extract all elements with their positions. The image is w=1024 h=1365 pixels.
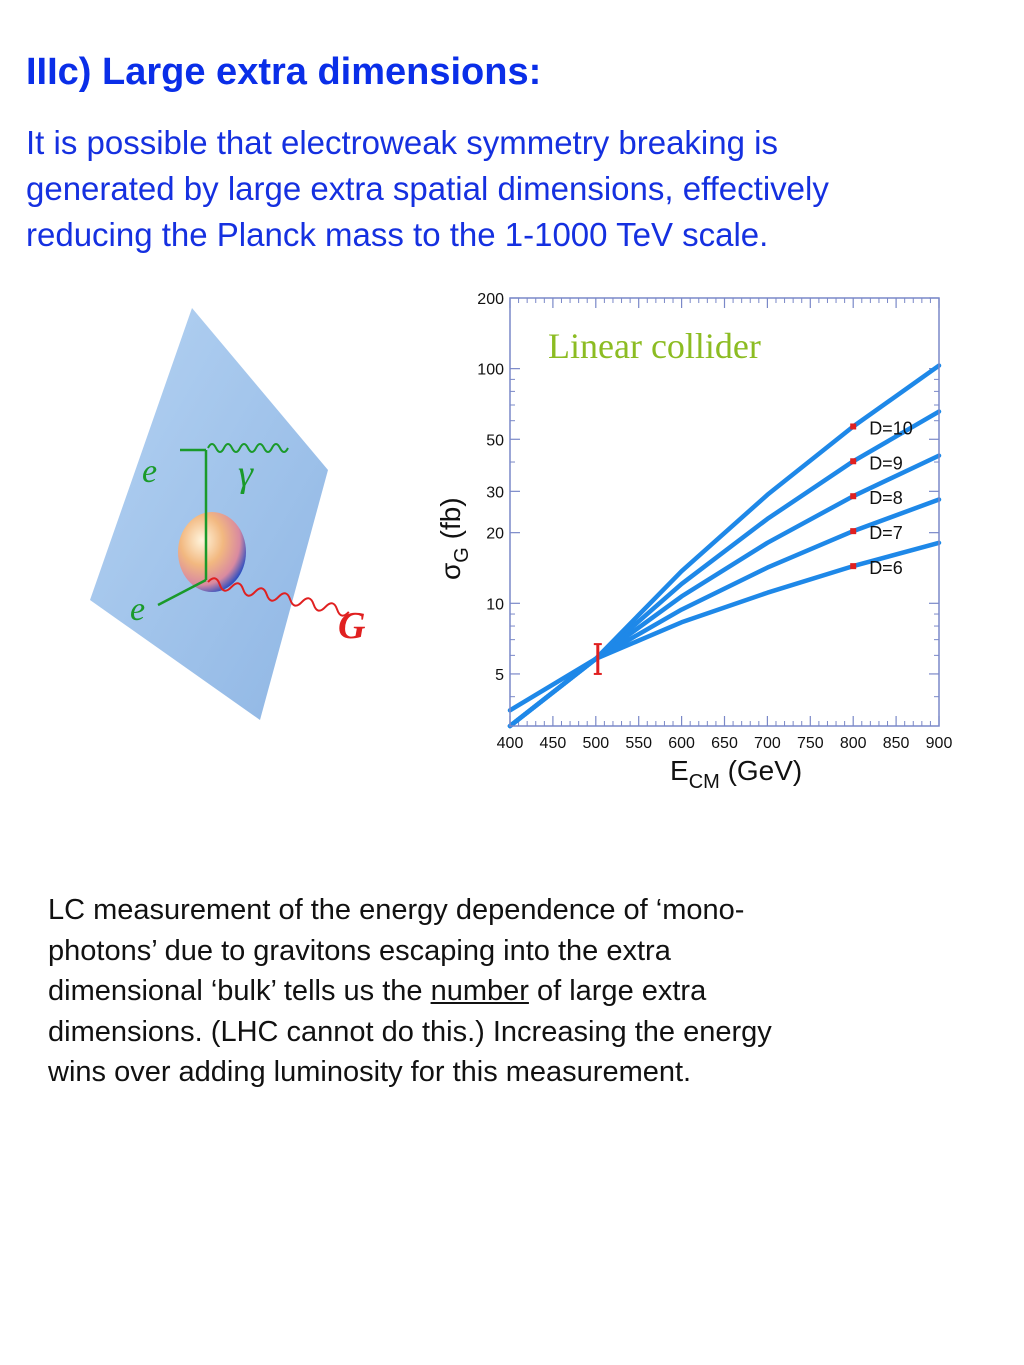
y-tick-label: 30 — [486, 484, 504, 501]
series-line — [507, 363, 942, 729]
intro-line: reducing the Planck mass to the 1-1000 T… — [26, 216, 769, 253]
intro-line: generated by large extra spatial dimensi… — [26, 170, 829, 207]
x-axis-title-main: E — [670, 755, 689, 786]
series-label: D=8 — [869, 488, 903, 508]
electron-label-bottom: e — [130, 591, 145, 628]
intro-line: It is possible that electroweak symmetry… — [26, 124, 778, 161]
y-tick-label: 5 — [495, 667, 504, 684]
y-tick-label: 50 — [486, 432, 504, 449]
y-axis-title-sub: G — [451, 547, 473, 563]
photon-label: γ — [238, 453, 254, 495]
feynman-brane-diagram: e e γ G — [90, 308, 366, 720]
data-point-marker — [850, 563, 857, 570]
caption-line: wins over adding luminosity for this mea… — [48, 1056, 692, 1088]
x-axis-title-unit: (GeV) — [720, 755, 802, 786]
caption-line: dimensions. (LHC cannot do this.) Increa… — [48, 1015, 772, 1048]
graviton-wavy-line — [207, 577, 350, 617]
plot-frame — [509, 297, 940, 727]
series-label: D=9 — [869, 453, 903, 473]
y-axis-title-unit: (fb) — [435, 497, 466, 547]
x-tick-label: 650 — [711, 735, 738, 752]
x-tick-label: 900 — [926, 735, 953, 752]
x-tick-label: 700 — [754, 735, 781, 752]
photon-wavy-line — [207, 443, 289, 453]
x-axis-title-sub: CM — [689, 771, 720, 793]
x-tick-label: 450 — [540, 735, 567, 752]
y-tick-label: 100 — [477, 362, 504, 379]
y-tick-label: 200 — [477, 291, 504, 308]
y-tick-label: 20 — [486, 526, 504, 543]
graviton-label: G — [338, 605, 366, 647]
cross-section-chart: 400 450 500 550 600 650 700 750 800 850 900 5 10 20 30… — [435, 291, 953, 793]
x-tick-label: 750 — [797, 735, 824, 752]
caption-line: dimensional ‘bulk’ tells us the number o… — [48, 971, 948, 1012]
data-point-marker — [850, 528, 857, 535]
caption-text: dimensional ‘bulk’ tells us the — [48, 975, 431, 1007]
data-point-marker — [850, 458, 857, 465]
graviton-blob — [178, 512, 246, 592]
data-point-marker — [850, 493, 857, 500]
x-tick-label: 850 — [883, 735, 910, 752]
electron-label-top: e — [142, 453, 157, 490]
x-tick-label: 500 — [582, 735, 609, 752]
data-point-marker — [850, 423, 857, 430]
caption-text: of large extra — [528, 975, 707, 1007]
chart-annotation: Linear collider — [548, 326, 761, 366]
x-axis-title: ECM (GeV) — [670, 755, 802, 793]
y-axis-title: σG (fb) — [435, 497, 473, 580]
caption-emphasis: number — [430, 975, 529, 1007]
intro-paragraph: It is possible that electroweak symmetry… — [26, 120, 986, 258]
slide-title: IIIc) Large extra dimensions: — [26, 51, 542, 93]
series-label: D=7 — [869, 523, 903, 543]
y-axis-title-main: σ — [435, 563, 466, 580]
caption-paragraph: LC measurement of the energy dependence … — [48, 890, 948, 1093]
caption-line: LC measurement of the energy dependence … — [48, 894, 745, 926]
caption-line: photons’ due to gravitons escaping into … — [48, 934, 671, 967]
y-tick-label: 10 — [486, 596, 504, 613]
x-tick-label: 600 — [668, 735, 695, 752]
x-tick-label: 800 — [840, 735, 867, 752]
x-tick-label: 550 — [625, 735, 652, 752]
series-label: D=6 — [869, 558, 903, 578]
x-tick-label: 400 — [497, 735, 524, 752]
series-label: D=10 — [869, 418, 913, 438]
electron-line-bottom — [157, 578, 207, 607]
